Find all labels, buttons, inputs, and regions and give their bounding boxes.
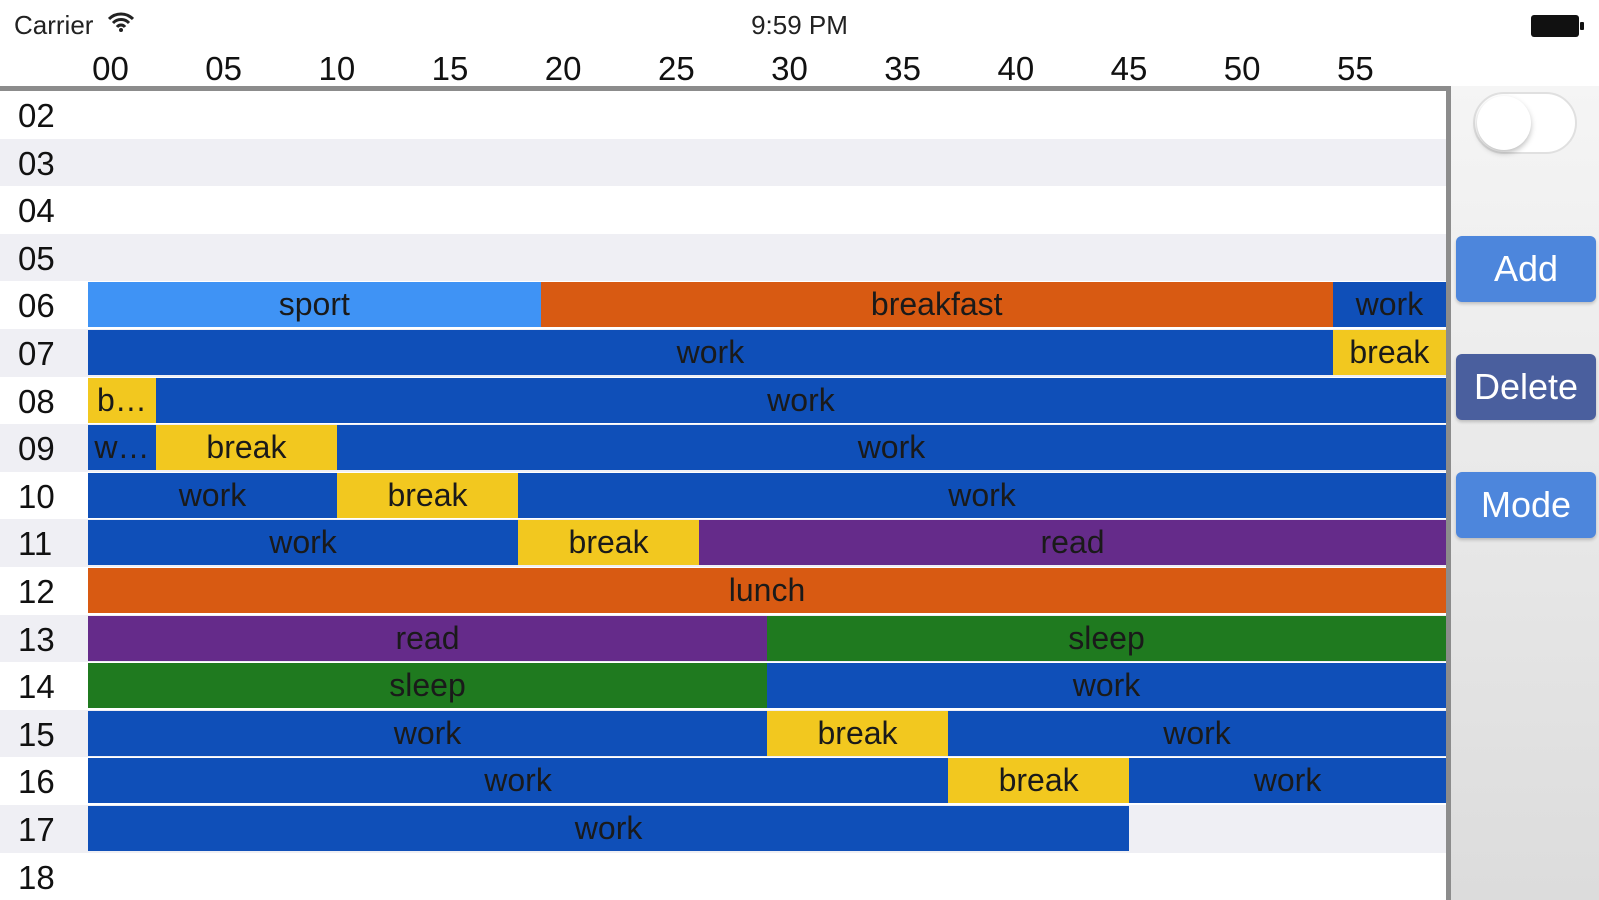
status-time: 9:59 PM: [751, 10, 848, 40]
hour-row[interactable]: 17 work: [0, 805, 1446, 853]
event-block[interactable]: break: [948, 758, 1130, 804]
hour-row[interactable]: 06 sport breakfast work: [0, 281, 1446, 329]
event-block[interactable]: sleep: [88, 663, 767, 709]
wifi-icon: [108, 12, 134, 32]
minute-label: 35: [884, 50, 922, 87]
side-panel: Add Delete Mode: [1446, 86, 1599, 900]
event-block[interactable]: sleep: [767, 615, 1446, 661]
hour-label: 16: [18, 763, 55, 801]
hour-label: 08: [18, 382, 55, 420]
mode-toggle-switch[interactable]: [1473, 92, 1577, 154]
event-block[interactable]: work: [155, 377, 1446, 423]
event-block[interactable]: break: [155, 425, 337, 471]
event-block[interactable]: work: [1332, 282, 1446, 328]
hour-row[interactable]: 09 w… break work: [0, 424, 1446, 472]
event-block[interactable]: b…: [88, 377, 156, 423]
hour-row[interactable]: 10 work break work: [0, 472, 1446, 520]
event-block[interactable]: work: [336, 425, 1446, 471]
hour-label: 05: [18, 239, 55, 277]
hour-row[interactable]: 08 b… work: [0, 377, 1446, 425]
event-block[interactable]: break: [1332, 330, 1446, 375]
battery-icon: [1531, 15, 1584, 37]
event-block[interactable]: break: [336, 472, 519, 518]
event-block[interactable]: work: [88, 330, 1333, 375]
event-block[interactable]: work: [88, 520, 519, 566]
hour-label: 03: [18, 144, 55, 182]
hour-label: 06: [18, 287, 55, 325]
minute-label: 50: [1223, 50, 1261, 87]
hour-label: 11: [18, 525, 53, 563]
hour-row[interactable]: 15 work break work: [0, 709, 1446, 758]
status-bar: Carrier 9:59 PM: [0, 0, 1599, 48]
minute-label: 30: [771, 50, 808, 87]
minute-label: 15: [431, 50, 469, 87]
hour-label: 15: [18, 715, 55, 753]
event-block[interactable]: breakfast: [540, 282, 1333, 328]
minute-label: 00: [92, 50, 129, 87]
hour-label: 18: [18, 858, 55, 896]
hour-row[interactable]: 14 sleep work: [0, 662, 1446, 710]
add-button[interactable]: Add: [1456, 236, 1596, 302]
hour-row[interactable]: 13 read sleep: [0, 614, 1446, 663]
minute-label: 40: [997, 50, 1035, 87]
event-block[interactable]: sport: [88, 282, 541, 328]
event-block[interactable]: lunch: [88, 568, 1446, 613]
hour-row[interactable]: 12 lunch: [0, 567, 1446, 615]
toggle-knob: [1477, 96, 1531, 150]
event-block[interactable]: break: [518, 520, 700, 566]
hour-row[interactable]: 02: [0, 91, 1446, 139]
minute-label: 45: [1110, 50, 1148, 87]
delete-button[interactable]: Delete: [1456, 354, 1596, 420]
hour-label: 04: [18, 192, 55, 230]
event-block[interactable]: work: [948, 710, 1446, 756]
hour-row[interactable]: 03: [0, 138, 1446, 187]
event-block[interactable]: read: [699, 520, 1446, 566]
hour-label: 17: [18, 811, 55, 848]
minute-label: 25: [657, 50, 695, 87]
hour-row[interactable]: 04: [0, 186, 1446, 234]
event-block[interactable]: w…: [88, 425, 156, 471]
minute-label: 55: [1336, 50, 1374, 87]
hour-row[interactable]: 16 work break work: [0, 757, 1446, 805]
hour-label: 02: [18, 97, 55, 134]
event-block[interactable]: work: [1129, 758, 1446, 804]
hour-row[interactable]: 07 work break: [0, 329, 1446, 377]
event-block[interactable]: work: [88, 710, 767, 756]
minute-label: 20: [544, 50, 582, 87]
event-block[interactable]: work: [518, 472, 1446, 518]
event-block[interactable]: work: [88, 472, 337, 518]
carrier-name: Carrier: [14, 10, 94, 40]
hour-label: 07: [18, 335, 55, 372]
hour-label: 09: [18, 430, 55, 468]
hour-label: 10: [18, 477, 55, 515]
minute-label: 05: [205, 50, 243, 87]
hour-row[interactable]: 11 work break read: [0, 519, 1446, 567]
hour-label: 14: [18, 668, 55, 706]
minute-label: 10: [318, 50, 356, 87]
event-block[interactable]: work: [88, 806, 1130, 851]
mode-button[interactable]: Mode: [1456, 472, 1596, 538]
hour-label: 12: [18, 573, 55, 610]
event-block[interactable]: work: [88, 758, 949, 804]
event-block[interactable]: break: [767, 710, 949, 756]
event-block[interactable]: work: [767, 663, 1446, 709]
minute-header: 00 05 10 15 20 25 30 35 40 45 50 55: [0, 48, 1446, 87]
hour-label: 13: [18, 620, 55, 658]
hour-row[interactable]: 05: [0, 233, 1446, 282]
schedule-grid[interactable]: 02 03 04 05 06 sport breakfast work 07 work break 0…: [0, 86, 1446, 900]
event-block[interactable]: read: [88, 615, 767, 661]
hour-row[interactable]: 18: [0, 853, 1446, 900]
